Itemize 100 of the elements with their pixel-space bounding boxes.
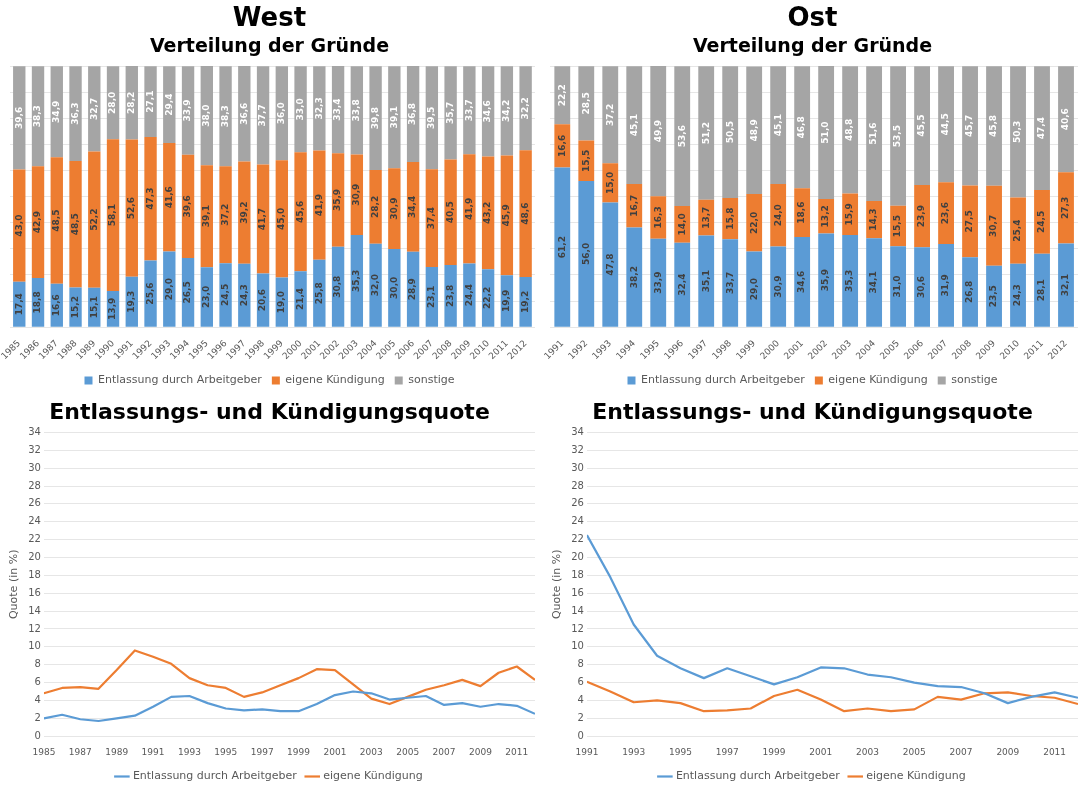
data-label: 30,6 [916, 275, 927, 299]
bar [463, 263, 476, 327]
data-label: 28,5 [580, 92, 591, 115]
bar [69, 66, 82, 161]
bar [125, 139, 138, 277]
bar [1058, 66, 1074, 173]
data-label: 32,7 [88, 97, 99, 121]
bar [890, 66, 907, 206]
bar [986, 265, 1002, 327]
data-label: 47,3 [144, 187, 155, 210]
x-tick-label: 2003 [856, 746, 879, 757]
data-label: 45,5 [916, 114, 927, 137]
data-label: 32,3 [313, 97, 324, 120]
x-tick-label: 2011 [1043, 746, 1067, 757]
y-tick-label: 18 [571, 568, 584, 580]
x-tick-label: 2007 [432, 746, 456, 757]
y-tick-label: 20 [28, 551, 41, 563]
data-label: 16,3 [652, 206, 663, 229]
data-label: 25,4 [1012, 219, 1023, 242]
data-label: 33,9 [652, 271, 663, 294]
data-label: 36,6 [238, 102, 249, 125]
legend-label: eigene Kündigung [828, 373, 928, 387]
bar [746, 66, 763, 195]
bar [698, 235, 715, 327]
bar [163, 142, 176, 252]
bar [554, 66, 571, 125]
data-label: 19,2 [519, 290, 530, 313]
data-label: 33,8 [351, 99, 362, 122]
bar [1058, 243, 1074, 327]
bar [219, 166, 232, 264]
data-label: 36,0 [276, 102, 287, 125]
bar [962, 185, 978, 258]
data-label: 37,2 [219, 203, 230, 226]
bar [794, 236, 811, 327]
data-label: 45,9 [501, 204, 512, 227]
x-tick-label: 2001 [809, 746, 833, 757]
data-label: 20,6 [257, 288, 268, 312]
legend-label: Entlassung durch Arbeitgeber [98, 373, 263, 387]
data-label: 28,2 [126, 91, 137, 114]
legend-label: eigene Kündigung [323, 769, 423, 783]
data-label: 44,5 [940, 113, 951, 136]
data-label: 45,1 [772, 113, 783, 137]
data-label: 14,3 [868, 208, 879, 231]
data-label: 28,9 [407, 278, 418, 301]
data-label: 15,1 [88, 296, 99, 319]
y-tick-label: 6 [577, 676, 584, 688]
y-tick-label: 4 [577, 694, 584, 706]
bar [866, 238, 883, 327]
y-tick-label: 24 [28, 515, 41, 527]
legend-label: sonstige [408, 373, 455, 387]
data-label: 48,6 [519, 202, 530, 225]
data-label: 48,9 [748, 119, 759, 142]
bar [626, 227, 643, 327]
x-tick-label: 1999 [762, 746, 786, 757]
data-label: 30,9 [351, 183, 362, 206]
data-label: 48,5 [51, 209, 62, 232]
data-label: 13,2 [820, 205, 831, 228]
legend-label: Entlassung durch Arbeitgeber [641, 373, 806, 387]
data-label: 24,5 [219, 283, 230, 307]
data-label: 23,9 [916, 205, 927, 228]
bar [144, 136, 157, 261]
data-label: 24,3 [1012, 284, 1023, 307]
data-label: 16,6 [51, 294, 62, 317]
data-label: 15,8 [724, 207, 735, 230]
bar [144, 260, 157, 327]
y-tick-label: 30 [571, 461, 584, 473]
chart-title: Entlassungs- und Kündigungsquote [49, 398, 490, 424]
y-axis-title: Quote (in %) [550, 549, 564, 620]
chart-title: Ost [787, 2, 838, 33]
bar [369, 66, 382, 171]
data-label: 61,2 [556, 235, 567, 259]
data-label: 30,0 [388, 276, 399, 299]
data-label: 45,7 [964, 114, 975, 137]
y-tick-label: 10 [28, 640, 41, 652]
bar [1034, 66, 1050, 190]
data-label: 31,9 [940, 274, 951, 297]
legend-label: sonstige [951, 373, 998, 387]
data-label: 47,8 [604, 253, 615, 276]
data-label: 16,7 [628, 194, 639, 217]
bar [746, 251, 763, 327]
data-label: 36,3 [69, 102, 80, 125]
y-tick-label: 26 [571, 497, 584, 509]
x-tick-label: 1985 [32, 746, 56, 757]
data-label: 23,5 [988, 285, 999, 308]
x-tick-label: 1997 [715, 746, 739, 757]
y-tick-label: 26 [28, 497, 41, 509]
bar [1034, 189, 1050, 254]
data-label: 34,9 [51, 100, 62, 123]
bar [369, 243, 382, 327]
data-label: 15,0 [604, 171, 615, 194]
data-label: 26,8 [964, 280, 975, 304]
bar [650, 238, 667, 327]
data-label: 39,1 [388, 106, 399, 129]
bar [388, 248, 401, 327]
bar [519, 66, 532, 151]
y-tick-label: 6 [34, 676, 41, 688]
data-label: 25,8 [313, 282, 324, 305]
x-tick-label: 1999 [287, 746, 311, 757]
bar [144, 66, 157, 137]
y-tick-label: 16 [28, 586, 41, 598]
